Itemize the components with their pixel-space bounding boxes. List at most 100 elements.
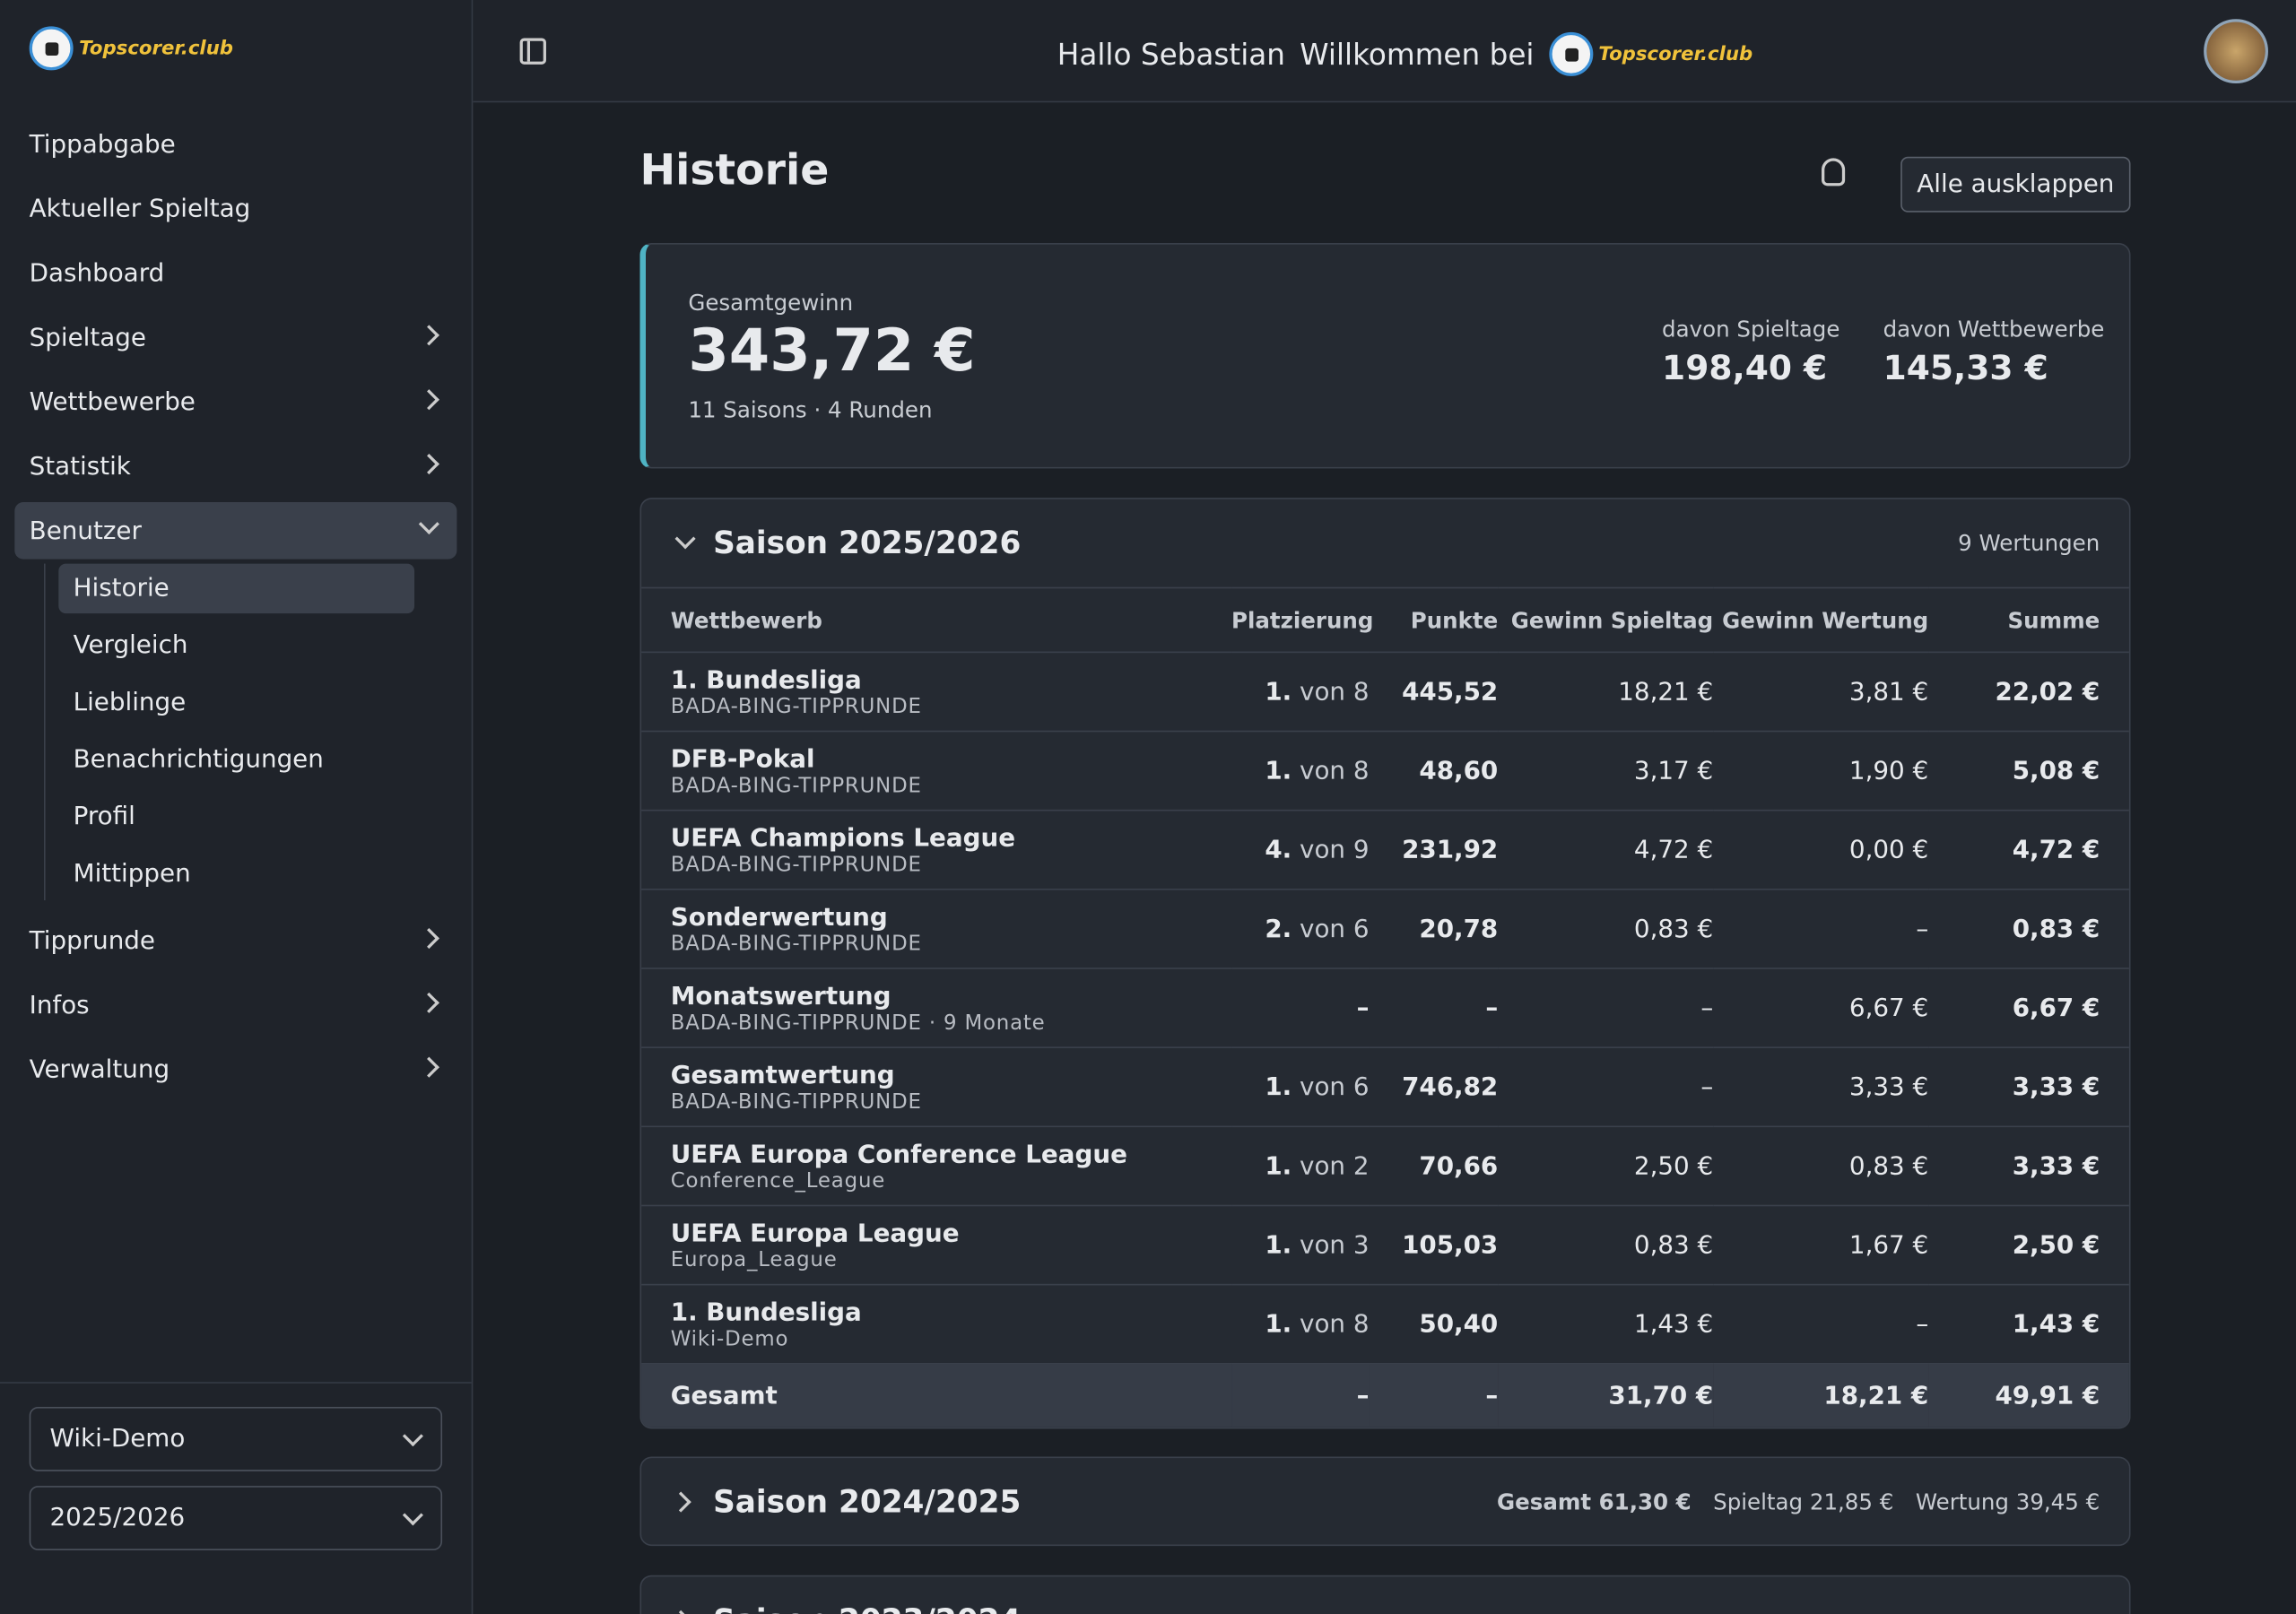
competition-group: Wiki-Demo (670, 1327, 789, 1351)
gain-ranking: 0,00 € (1713, 809, 1929, 889)
placement: 1. von 8 (1231, 730, 1370, 811)
avatar[interactable] (2204, 19, 2268, 84)
season-title[interactable]: Saison 2024/2025 (713, 1484, 1022, 1520)
nav-label: Verwaltung (29, 1054, 170, 1084)
subnav-item[interactable]: Vergleich (73, 630, 188, 661)
sum: 3,33 € (1928, 1046, 2129, 1127)
nav-label: Spieltage (29, 323, 146, 352)
rank: 4. (1265, 835, 1292, 865)
competition: 1. Bundesliga BADA-BING-TIPPRUNDE (641, 651, 1232, 732)
season-title[interactable]: Saison 2025/2026 (713, 525, 1022, 561)
nav-item[interactable]: Tippabgabe (14, 116, 457, 173)
season-select[interactable]: 2025/2026 (29, 1486, 443, 1550)
divider (0, 1382, 472, 1384)
part-value: 145,33 € (1883, 350, 2048, 388)
nav-label: Dashboard (29, 258, 165, 288)
gain-ranking: 3,81 € (1713, 651, 1929, 732)
nav-item[interactable]: Spieltage (14, 308, 457, 366)
logo: Topscorer.club (1548, 31, 1752, 76)
season-title[interactable]: Saison 2023/2024 (713, 1603, 1021, 1614)
total-cell: 49,91 € (1928, 1363, 2129, 1427)
logo-ball (1548, 31, 1593, 76)
column-header: Wettbewerb (641, 586, 1232, 653)
competition-name: UEFA Europa Conference League (670, 1140, 1127, 1169)
table-row: Monatswertung BADA-BING-TIPPRUNDE · 9 Mon… (641, 968, 2129, 1048)
season-totals: Gesamt 61,30 € Spieltag 21,85 € Wertung 39… (1497, 1488, 2100, 1514)
rank-of: von 9 (1300, 835, 1370, 865)
competition-name: Gesamtwertung (670, 1060, 895, 1090)
points: 48,60 (1369, 730, 1499, 811)
competition-group: Europa_League (670, 1247, 838, 1271)
gain-ranking: 1,90 € (1713, 730, 1929, 811)
nav-item[interactable]: Aktueller Spieltag (14, 180, 457, 238)
table-row: UEFA Europa Conference League Conference_… (641, 1125, 2129, 1206)
rank: 1. (1265, 1072, 1292, 1102)
gain-ranking: 6,67 € (1713, 968, 1929, 1048)
season-card-collapsed[interactable]: Saison 2024/2025 Gesamt 61,30 € Spieltag … (639, 1456, 2131, 1547)
competition-group: BADA-BING-TIPPRUNDE · 9 Monate (670, 1011, 1046, 1035)
rank-of: von 6 (1300, 1072, 1370, 1102)
nav-item[interactable]: Dashboard (14, 245, 457, 302)
competition-name: DFB-Pokal (670, 744, 815, 774)
chevron (418, 325, 439, 346)
nav-item[interactable]: Infos (14, 976, 457, 1034)
table-row: UEFA Champions League BADA-BING-TIPPRUNDE… (641, 809, 2129, 889)
logo[interactable]: Topscorer.club (29, 26, 233, 71)
nav-label: Tipprunde (29, 925, 156, 956)
part-value: 198,40 € (1662, 350, 1828, 388)
subnav-item[interactable]: Historie (58, 563, 415, 614)
competition-name: Sonderwertung (670, 902, 888, 933)
column-header: Platzierung (1231, 586, 1373, 653)
subnav-item[interactable]: Lieblinge (73, 688, 187, 717)
column-header: Gewinn Wertung (1713, 586, 1929, 653)
total: Spieltag 21,85 € (1713, 1488, 1894, 1515)
nav-item[interactable]: Benutzer (14, 502, 457, 560)
tip-icon[interactable] (1822, 158, 1846, 187)
select-value: Wiki-Demo (49, 1424, 186, 1454)
nav-item[interactable]: Wettbewerbe (14, 373, 457, 430)
sidebar-toggle[interactable] (519, 38, 546, 65)
gain-matchday: 0,83 € (1498, 1204, 1714, 1285)
points: 445,52 (1369, 651, 1499, 732)
points: 105,03 (1369, 1204, 1499, 1285)
competition-group: BADA-BING-TIPPRUNDE (670, 1089, 922, 1114)
sum: 1,43 € (1928, 1283, 2129, 1364)
nav-item[interactable]: Verwaltung (14, 1041, 457, 1098)
season-card-collapsed[interactable]: Saison 2023/2024 (639, 1575, 2131, 1614)
subnav-item[interactable]: Benachrichtigungen (73, 745, 324, 775)
nav-label: Tippabgabe (29, 129, 176, 160)
season-table: Wettbewerb Platzierung Punkte Gewinn Spielt… (641, 586, 2129, 1427)
nav-item[interactable]: Statistik (14, 438, 457, 495)
rank-of: von 8 (1300, 756, 1370, 785)
chevron (418, 1056, 439, 1078)
table-header: Wettbewerb Platzierung Punkte Gewinn Spielt… (641, 586, 2129, 653)
nav-item[interactable]: Tipprunde (14, 912, 457, 969)
subnav-item[interactable]: Profil (73, 802, 135, 832)
points: 231,92 (1369, 809, 1499, 889)
rank: 2. (1265, 914, 1292, 944)
points: – (1369, 968, 1499, 1048)
competition: DFB-Pokal BADA-BING-TIPPRUNDE (641, 730, 1232, 811)
part-label: davon Spieltage (1662, 316, 1840, 343)
column-header: Gewinn Spieltag (1498, 586, 1714, 653)
chevron (418, 454, 439, 475)
subnav-item[interactable]: Mittippen (73, 859, 191, 889)
rank-of: von 2 (1300, 1151, 1370, 1181)
rank-of: von 3 (1300, 1230, 1370, 1260)
rank: – (1356, 993, 1370, 1023)
gain-matchday: 4,72 € (1498, 809, 1714, 889)
gain-matchday: 0,83 € (1498, 889, 1714, 968)
greeting: Hallo Sebastian Willkommen bei Topscorer.… (1057, 31, 1752, 76)
total: Wertung 39,45 € (1915, 1488, 2100, 1515)
table-row: DFB-Pokal BADA-BING-TIPPRUNDE 1. von 8 48,6… (641, 730, 2129, 811)
column-header: Summe (1928, 586, 2129, 653)
points: 20,78 (1369, 889, 1499, 968)
part-label: davon Wettbewerbe (1883, 316, 2105, 343)
group-select[interactable]: Wiki-Demo (29, 1406, 443, 1471)
competition: Gesamtwertung BADA-BING-TIPPRUNDE (641, 1046, 1232, 1127)
expand-button[interactable]: Alle ausklappen (1900, 156, 2131, 213)
summary-card: Gesamtgewinn 343,72 € 11 Saisons · 4 Run… (639, 243, 2131, 469)
sum: 4,72 € (1928, 809, 2129, 889)
